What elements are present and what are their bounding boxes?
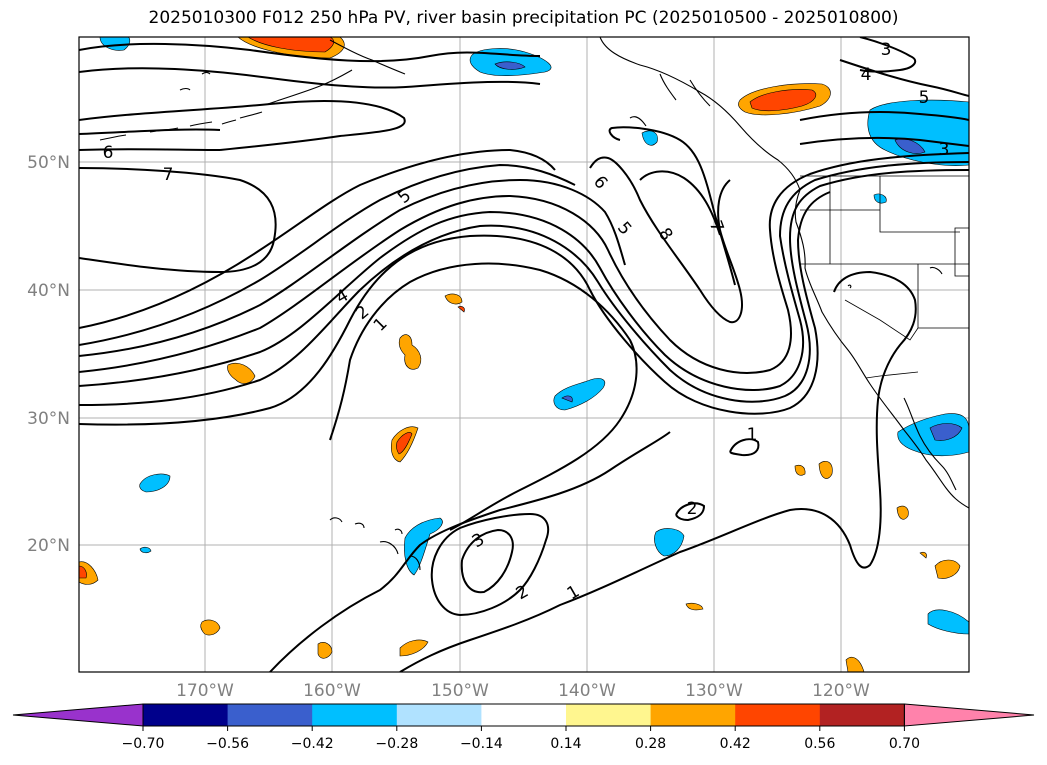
colorbar-bin xyxy=(566,704,652,726)
pv-contours xyxy=(79,37,969,672)
colorbar-bin xyxy=(481,704,567,726)
lat-label: 20°N xyxy=(27,536,70,556)
colorbar-tick-label: −0.56 xyxy=(206,736,249,752)
lon-label: 160°W xyxy=(303,681,361,701)
colorbar-tick-label: 0.14 xyxy=(550,736,581,752)
map-title: 2025010300 F012 250 hPa PV, river basin … xyxy=(148,8,899,28)
coastlines xyxy=(99,37,969,571)
colorbar-bin xyxy=(227,704,313,726)
plot-frame xyxy=(78,36,970,673)
lon-label: 130°W xyxy=(685,681,743,701)
contour-label: 7 xyxy=(163,165,174,185)
lat-label: 30°N xyxy=(27,409,70,429)
colorbar-tick-label: 0.70 xyxy=(889,736,920,752)
contour-label: 5 xyxy=(919,88,930,108)
latitude-labels: 50°N 40°N 30°N 20°N xyxy=(27,153,70,556)
colorbar-tick-label: −0.28 xyxy=(375,736,418,752)
colorbar-bin xyxy=(396,704,482,726)
lat-label: 40°N xyxy=(27,281,70,301)
lon-label: 140°W xyxy=(558,681,616,701)
colorbar-bin xyxy=(143,704,229,726)
contour-label: 1 xyxy=(747,425,758,445)
gridlines xyxy=(79,37,969,672)
plot-area xyxy=(79,37,969,672)
contour-label: 2 xyxy=(687,499,698,519)
colorbar-tick-label: −0.42 xyxy=(291,736,334,752)
colorbar-bin xyxy=(735,704,821,726)
colorbar-tick-label: 0.42 xyxy=(720,736,751,752)
lon-label: 150°W xyxy=(431,681,489,701)
colorbar-tick-label: 0.28 xyxy=(635,736,666,752)
colorbar-bin xyxy=(650,704,736,726)
colorbar-bin xyxy=(819,704,905,726)
lon-label: 170°W xyxy=(176,681,234,701)
contour-label: 6 xyxy=(103,143,114,163)
colorbar-extend-high xyxy=(903,703,1035,727)
contour-label: 3 xyxy=(881,40,892,60)
colorbar-tick-label: 0.56 xyxy=(804,736,835,752)
longitude-labels: 170°W 160°W 150°W 140°W 130°W 120°W xyxy=(176,681,870,701)
contour-label: 4 xyxy=(861,65,872,85)
lon-label: 120°W xyxy=(812,681,870,701)
colorbar: −0.70 −0.56 −0.42 −0.28 −0.14 0.14 0.28 0.42 0.5… xyxy=(12,703,1035,752)
colorbar-bin xyxy=(312,704,398,726)
colorbar-outline xyxy=(142,703,905,727)
lat-label: 50°N xyxy=(27,153,70,173)
colorbar-tick-label: −0.70 xyxy=(122,736,165,752)
contour-label: 3 xyxy=(939,140,950,160)
colorbar-extend-low xyxy=(12,703,144,727)
colorbar-tick-label: −0.14 xyxy=(460,736,503,752)
borders xyxy=(800,175,969,379)
